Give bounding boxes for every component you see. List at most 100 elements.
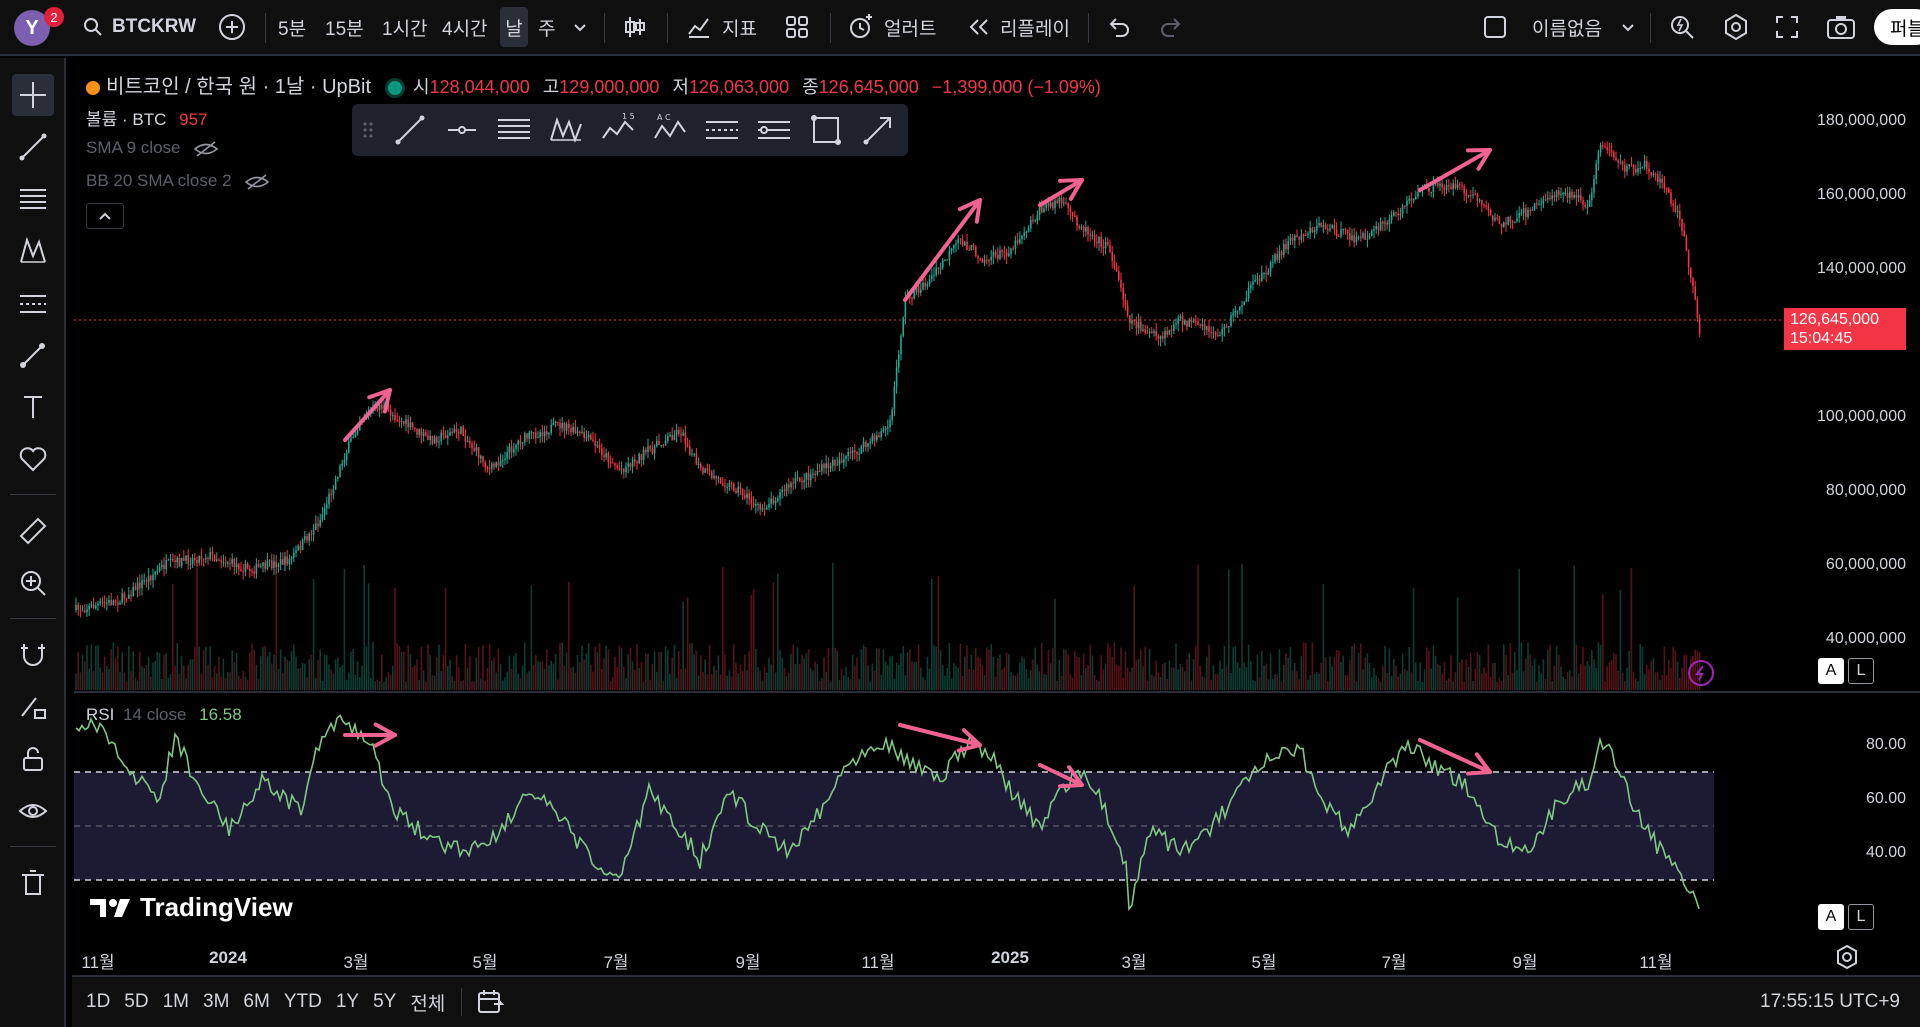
annotation-arrow-shaft[interactable]: [1418, 148, 1492, 192]
range-6m[interactable]: 6M: [243, 991, 270, 1012]
compare-add-button[interactable]: [216, 7, 248, 47]
text-tool[interactable]: [12, 386, 54, 428]
pattern-icon[interactable]: [548, 112, 584, 148]
projection-icon[interactable]: [756, 112, 792, 148]
crosshair-tool[interactable]: [12, 74, 54, 116]
fib-tool[interactable]: [12, 178, 54, 220]
undo-button[interactable]: [1106, 7, 1132, 47]
volume-bar: [447, 665, 449, 690]
rectangle-icon[interactable]: [808, 112, 844, 148]
range-3m[interactable]: 3M: [203, 991, 230, 1012]
volume-bar: [1657, 671, 1659, 690]
annotation-arrow-shaft[interactable]: [343, 388, 392, 442]
settings-button[interactable]: [1722, 7, 1750, 47]
annotation-arrow-head[interactable]: [373, 722, 397, 748]
bb-legend[interactable]: BB 20 SMA close 2: [86, 171, 270, 191]
interval-dropdown[interactable]: [572, 7, 588, 47]
elliott-wave-icon[interactable]: 1 5: [600, 112, 636, 148]
range-1m[interactable]: 1M: [162, 991, 189, 1012]
snapshot-button[interactable]: [1826, 7, 1856, 47]
range-1d[interactable]: 1D: [86, 991, 111, 1012]
drag-handle-icon[interactable]: [360, 112, 376, 148]
eye-off-icon[interactable]: [244, 173, 270, 191]
rsi-legend[interactable]: RSI 14 close 16.58: [86, 705, 242, 725]
trend-line-icon[interactable]: [392, 112, 428, 148]
annotation-arrow-head[interactable]: [957, 198, 982, 224]
publish-button[interactable]: 퍼블: [1874, 9, 1920, 45]
fullscreen-button[interactable]: [1774, 7, 1800, 47]
replay-button[interactable]: 리플레이: [966, 7, 1070, 47]
chart-settings-button[interactable]: [1834, 944, 1860, 975]
arrow-tool-icon[interactable]: [860, 112, 896, 148]
log-scale-button[interactable]: L: [1848, 658, 1874, 684]
interval-week[interactable]: 주: [538, 18, 556, 40]
annotation-arrow-shaft[interactable]: [1038, 763, 1084, 787]
annotation-arrow-shaft[interactable]: [898, 723, 982, 747]
remove-drawings-tool[interactable]: [12, 862, 54, 904]
eye-off-icon[interactable]: [193, 140, 219, 158]
redo-button[interactable]: [1158, 7, 1184, 47]
brush-tool[interactable]: [12, 334, 54, 376]
annotation-arrow-head[interactable]: [1058, 178, 1084, 201]
volume-bar: [1294, 663, 1296, 690]
symbol-search[interactable]: BTCKRW: [82, 7, 196, 47]
lightning-button[interactable]: [1688, 660, 1714, 686]
templates-button[interactable]: [784, 7, 810, 47]
lock-drawings-tool[interactable]: [12, 738, 54, 780]
range-5y[interactable]: 5Y: [373, 991, 397, 1012]
trendline-tool[interactable]: [12, 126, 54, 168]
candle-body: [1412, 198, 1415, 201]
volume-legend[interactable]: 볼륨 · BTC 957: [86, 105, 208, 130]
candle-body: [396, 420, 398, 422]
auto-scale-button[interactable]: A: [1818, 658, 1844, 684]
forecast-tool[interactable]: [12, 282, 54, 324]
rsi-log-scale-button[interactable]: L: [1848, 904, 1874, 930]
sma-legend[interactable]: SMA 9 close: [86, 138, 219, 158]
layout-dropdown[interactable]: [1620, 7, 1636, 47]
abcd-pattern-icon[interactable]: A C: [652, 112, 688, 148]
annotation-arrow-shaft[interactable]: [903, 198, 982, 302]
magnet-tool[interactable]: [12, 634, 54, 676]
range-ytd[interactable]: YTD: [283, 991, 322, 1012]
interval-day[interactable]: 날: [500, 7, 528, 47]
rsi-auto-scale-button[interactable]: A: [1818, 904, 1844, 930]
range-all[interactable]: 전체: [410, 993, 446, 1015]
calendar-goto-icon[interactable]: [476, 988, 505, 1016]
forecast-icon[interactable]: [704, 112, 740, 148]
volume-bar: [152, 662, 154, 690]
icon-tool[interactable]: [12, 438, 54, 480]
interval-1h[interactable]: 1시간: [382, 18, 428, 40]
range-1y[interactable]: 1Y: [335, 991, 360, 1012]
candle-body: [1569, 191, 1571, 198]
annotation-arrow-head[interactable]: [956, 728, 982, 753]
candle-body: [1324, 225, 1327, 230]
clock-timezone[interactable]: 17:55:15 UTC+9: [1760, 991, 1900, 1012]
annotation-arrows[interactable]: [343, 148, 1492, 789]
annotation-arrow-head[interactable]: [1058, 765, 1084, 789]
interval-5m[interactable]: 5분: [278, 18, 307, 40]
fib-retracement-icon[interactable]: [496, 112, 532, 148]
indicators-button[interactable]: 지표: [686, 7, 757, 47]
hide-drawings-tool[interactable]: [12, 790, 54, 832]
interval-15m[interactable]: 15분: [325, 18, 364, 40]
range-5d[interactable]: 5D: [124, 991, 149, 1012]
tradingview-watermark[interactable]: TradingView: [90, 892, 293, 923]
annotation-arrow-head[interactable]: [1466, 752, 1492, 776]
annotation-arrow-shaft[interactable]: [1418, 738, 1492, 774]
collapse-legend-button[interactable]: [86, 203, 124, 229]
layout-checkbox[interactable]: [1482, 7, 1508, 47]
annotation-arrow-head[interactable]: [1466, 148, 1492, 171]
measure-tool[interactable]: [12, 510, 54, 552]
chart-type-button[interactable]: [622, 7, 648, 47]
zoom-tool[interactable]: [12, 562, 54, 604]
horizontal-line-icon[interactable]: [444, 112, 480, 148]
annotation-arrow-head[interactable]: [367, 388, 392, 414]
stay-drawing-tool[interactable]: [12, 686, 54, 728]
layout-name[interactable]: 이름없음: [1532, 18, 1602, 40]
quick-search-button[interactable]: [1668, 7, 1696, 47]
pattern-tool[interactable]: [12, 230, 54, 272]
interval-4h[interactable]: 4시간: [442, 18, 488, 40]
annotation-arrow-shaft[interactable]: [1038, 178, 1084, 207]
alert-button[interactable]: 얼러트: [846, 7, 936, 47]
